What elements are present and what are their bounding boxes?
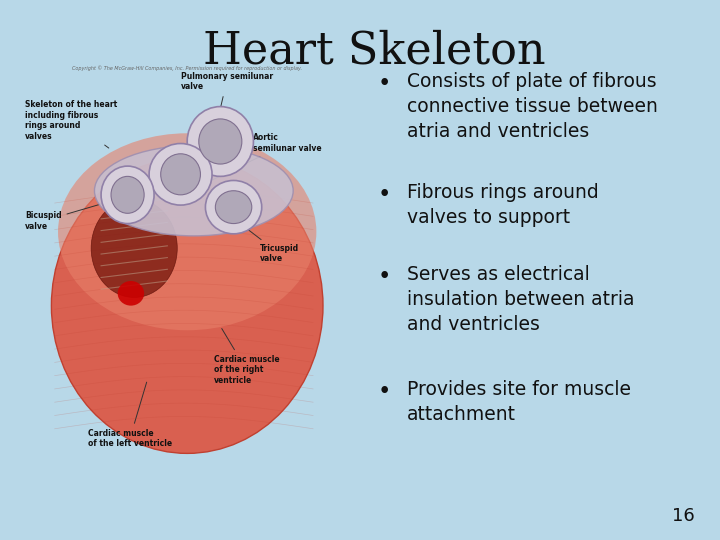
Ellipse shape: [51, 158, 323, 454]
Text: Bicuspid
valve: Bicuspid valve: [25, 204, 102, 231]
Text: Provides site for muscle
attachment: Provides site for muscle attachment: [407, 380, 631, 423]
Text: Aortic
semilunar valve: Aortic semilunar valve: [210, 133, 322, 181]
Text: Cardiac muscle
of the left ventricle: Cardiac muscle of the left ventricle: [88, 382, 172, 448]
Text: Skeleton of the heart
including fibrous
rings around
valves: Skeleton of the heart including fibrous …: [25, 100, 117, 148]
Text: Pulmonary semilunar
valve: Pulmonary semilunar valve: [181, 72, 273, 106]
Text: Cardiac muscle
of the right
ventricle: Cardiac muscle of the right ventricle: [214, 328, 279, 384]
Text: Heart Skeleton: Heart Skeleton: [203, 30, 546, 73]
Text: Tricuspid
valve: Tricuspid valve: [243, 225, 300, 264]
Text: •: •: [377, 265, 390, 288]
Text: Consists of plate of fibrous
connective tissue between
atria and ventricles: Consists of plate of fibrous connective …: [407, 72, 658, 141]
Text: •: •: [377, 72, 390, 94]
Ellipse shape: [117, 281, 144, 306]
Ellipse shape: [149, 144, 212, 205]
Text: Fibrous rings around
valves to support: Fibrous rings around valves to support: [407, 183, 599, 226]
Ellipse shape: [111, 177, 144, 213]
Text: 16: 16: [672, 507, 695, 525]
Ellipse shape: [161, 154, 200, 195]
Ellipse shape: [94, 146, 293, 236]
Ellipse shape: [215, 191, 252, 224]
Ellipse shape: [91, 199, 177, 298]
Ellipse shape: [101, 166, 154, 224]
Text: Serves as electrical
insulation between atria
and ventricles: Serves as electrical insulation between …: [407, 265, 634, 334]
Text: Copyright © The McGraw-Hill Companies, Inc. Permission required for reproduction: Copyright © The McGraw-Hill Companies, I…: [72, 65, 302, 71]
Ellipse shape: [187, 106, 253, 177]
Text: •: •: [377, 380, 390, 402]
Ellipse shape: [205, 180, 262, 234]
Ellipse shape: [199, 119, 242, 164]
Text: •: •: [377, 183, 390, 206]
Ellipse shape: [58, 133, 316, 330]
